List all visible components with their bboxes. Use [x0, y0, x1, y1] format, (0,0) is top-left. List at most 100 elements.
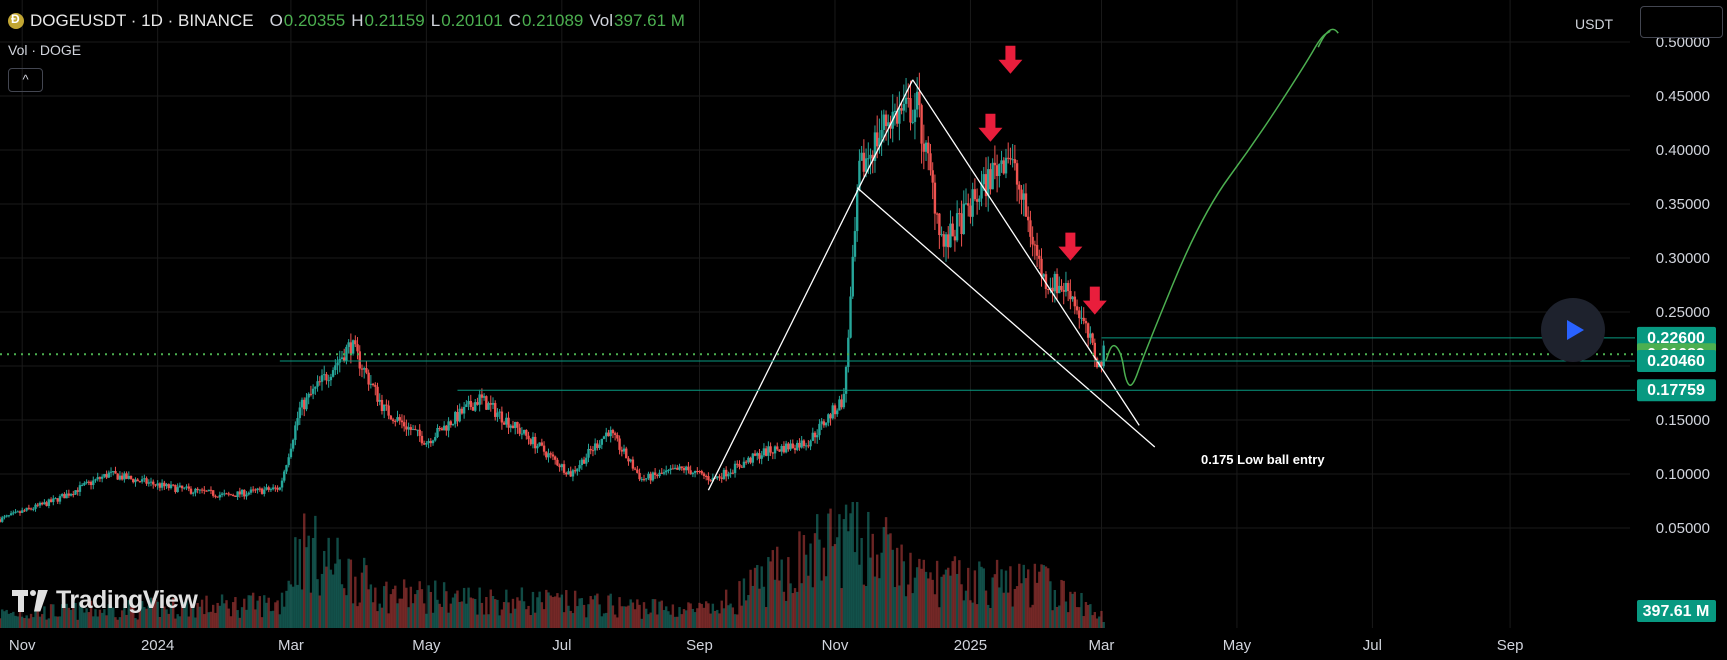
candle-body — [520, 433, 524, 435]
candle-body — [642, 479, 646, 481]
volume-legend[interactable]: Vol · DOGE — [8, 42, 82, 58]
candle-body — [56, 498, 59, 502]
volume-bar — [591, 599, 595, 628]
candle-body — [682, 467, 686, 471]
candle-body — [744, 461, 748, 463]
volume-bar — [174, 618, 177, 628]
volume-bar — [596, 593, 599, 628]
volume-bar — [105, 615, 108, 628]
candle-body — [760, 455, 763, 459]
volume-bar — [1033, 563, 1037, 628]
volume-bar — [631, 602, 635, 628]
volume-bar — [605, 612, 608, 628]
volume-bar — [622, 606, 626, 628]
volume-bar — [192, 603, 195, 628]
volume-bar — [713, 610, 717, 628]
volume-bar — [942, 574, 946, 628]
candle-body — [673, 467, 677, 470]
candle-body — [185, 486, 188, 488]
x-tick-label: Jul — [552, 637, 571, 654]
candle-body — [847, 337, 850, 367]
candle-body — [325, 374, 328, 381]
candle-body — [882, 114, 886, 131]
volume-bar — [618, 597, 621, 628]
volume-bar — [955, 573, 959, 628]
y-tick-label: 0.30000 — [1656, 250, 1710, 267]
candle-body — [696, 470, 699, 472]
candle-body — [900, 108, 903, 111]
volume-bar — [238, 617, 242, 628]
candle-body — [767, 446, 770, 456]
volume-bar — [1000, 569, 1003, 628]
candle-body — [942, 234, 946, 247]
candle-body — [83, 482, 86, 485]
volume-bar — [747, 595, 750, 628]
collapse-legend-button[interactable]: ^ — [8, 68, 43, 92]
volume-bar — [296, 584, 299, 628]
volume-bar — [420, 589, 424, 628]
candle-body — [691, 472, 695, 475]
candle-body — [907, 97, 910, 99]
volume-bar — [1058, 605, 1061, 628]
play-button[interactable] — [1541, 298, 1605, 362]
currency-button[interactable]: USDT — [1575, 6, 1723, 38]
candle-body — [1013, 159, 1017, 164]
candle-body — [160, 482, 164, 488]
candle-body — [180, 485, 184, 489]
candle-body — [549, 453, 552, 455]
volume-axis-label-bg — [1637, 600, 1716, 622]
candle-body — [518, 427, 521, 434]
candle-body — [203, 489, 206, 491]
candle-body — [862, 152, 866, 172]
volume-bar — [367, 589, 370, 628]
volume-bar — [1060, 579, 1063, 628]
candle-body — [474, 402, 477, 411]
candle-body — [294, 425, 297, 440]
volume-bar — [762, 586, 766, 628]
candle-body — [76, 490, 79, 492]
candle-body — [114, 471, 117, 474]
volume-bar — [16, 616, 19, 628]
candle-body — [287, 457, 290, 466]
candle-body — [1095, 358, 1099, 368]
candle-body — [105, 474, 108, 478]
candle-body — [1051, 287, 1054, 292]
candle-body — [720, 477, 723, 479]
candle-body — [411, 429, 415, 431]
volume-bar — [240, 607, 244, 628]
volume-bar — [829, 508, 832, 628]
volume-bar — [1020, 583, 1023, 628]
volume-bar — [580, 598, 584, 628]
volume-bar — [358, 602, 361, 628]
candle-body — [1046, 288, 1050, 290]
volume-bar — [778, 580, 781, 628]
candle-body — [438, 427, 441, 429]
y-tick-label: 0.35000 — [1656, 196, 1710, 213]
volume-bar — [638, 604, 641, 628]
volume-bar — [767, 557, 770, 628]
tradingview-logo[interactable]: TradingView — [12, 586, 198, 615]
candle-body — [620, 449, 623, 452]
volume-bar — [409, 586, 413, 628]
candle-body — [380, 399, 384, 412]
candle-body — [591, 450, 595, 452]
candle-body — [38, 502, 42, 506]
candle-body — [529, 439, 532, 445]
candle-body — [152, 481, 155, 485]
volume-bar — [418, 581, 421, 628]
candle-body — [254, 489, 257, 491]
candle-body — [638, 472, 641, 480]
volume-bar — [474, 598, 477, 628]
volume-bar — [653, 599, 657, 628]
candle-body — [345, 346, 348, 362]
volume-bar — [551, 597, 555, 628]
volume-bar — [196, 603, 199, 628]
candle-body — [300, 399, 304, 408]
candle-body — [1069, 291, 1072, 300]
open-label: O — [269, 11, 283, 30]
volume-bar — [183, 602, 186, 628]
candle-body — [536, 445, 539, 449]
x-tick-label: May — [412, 637, 441, 654]
symbol-title[interactable]: DOGEUSDT · 1D · BINANCE — [30, 11, 254, 30]
